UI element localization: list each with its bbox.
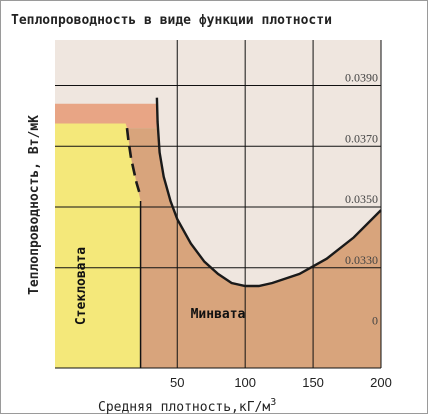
y-axis-label: Теплопроводность, Вт/мК <box>27 115 42 295</box>
region-label-steklovata: Стекловата <box>74 247 89 325</box>
x-axis-label-superscript: 3 <box>270 397 276 408</box>
steklovata-region <box>55 123 141 368</box>
x-axis-label: Средняя плотность,кГ/м3 <box>98 397 276 414</box>
x-tick-label: 200 <box>370 375 392 390</box>
y-tick-label: 0 <box>372 314 378 328</box>
grid-lines <box>55 40 382 369</box>
chart-title: Теплопроводность в виде функции плотност… <box>11 13 332 28</box>
series-steklovata-line <box>125 127 141 193</box>
y-tick-labels: 0.0390 0.0370 0.0350 0.0330 0 <box>345 71 378 328</box>
y-tick-label: 0.0350 <box>345 192 378 206</box>
upper-band-region <box>55 103 157 129</box>
x-tick-label: 100 <box>234 375 256 390</box>
y-tick-label: 0.0330 <box>345 253 378 267</box>
x-axis-label-text: Средняя плотность,кГ/м <box>98 400 270 414</box>
x-tick-label: 150 <box>302 375 324 390</box>
x-tick-label: 50 <box>170 375 184 390</box>
x-tick-labels: 50 100 150 200 <box>170 375 392 390</box>
y-tick-label: 0.0390 <box>345 71 378 85</box>
series-minvata-line <box>155 97 382 288</box>
y-tick-label: 0.0370 <box>345 131 378 145</box>
region-label-minvata: Минвата <box>191 307 246 322</box>
